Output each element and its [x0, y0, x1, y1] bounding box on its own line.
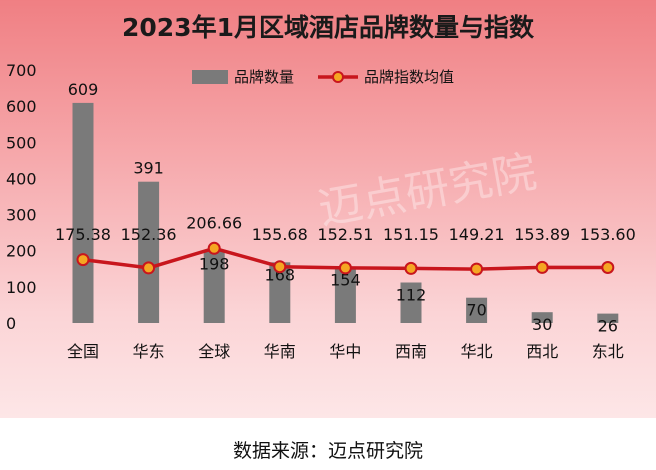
- x-category-label: 华北: [461, 342, 493, 361]
- line-value-label: 175.38: [55, 225, 111, 244]
- x-category-label: 华中: [329, 342, 361, 361]
- line-value-label: 153.60: [580, 225, 636, 244]
- bar-华东: [138, 181, 160, 323]
- x-category-label: 全国: [67, 342, 99, 361]
- legend-swatch-marker: [332, 71, 344, 83]
- line-point-marker: [207, 241, 221, 255]
- y-tick-label: 400: [6, 169, 37, 188]
- bar-华中: [334, 267, 356, 323]
- y-tick-label: 200: [6, 242, 37, 261]
- bar-value-label: 391: [133, 159, 164, 178]
- legend-label-bar: 品牌数量: [234, 68, 294, 86]
- x-category-label: 西南: [395, 342, 427, 361]
- bar-value-label: 112: [396, 286, 427, 305]
- bar-华南: [269, 262, 291, 323]
- line-value-label: 206.66: [186, 213, 242, 232]
- y-tick-label: 500: [6, 133, 37, 152]
- line-point-marker: [76, 253, 90, 267]
- chart-svg: 迈点研究院 0 100 200 300 400 500 600 700 609 全国 391 华东 198…: [6, 61, 636, 361]
- bar-value-label: 609: [68, 80, 99, 99]
- x-category-label: 东北: [592, 342, 624, 361]
- bar-value-label: 154: [330, 270, 361, 289]
- legend-label-line: 品牌指数均值: [364, 68, 454, 86]
- line-point-marker: [142, 261, 156, 275]
- x-category-label: 华东: [133, 342, 165, 361]
- line-point-marker: [338, 261, 352, 275]
- bar-华北: [466, 297, 488, 323]
- y-tick-label: 600: [6, 97, 37, 116]
- line-point-marker: [470, 262, 484, 276]
- source-caption: 数据来源：迈点研究院: [232, 440, 423, 462]
- chart-title: 2023年1月区域酒店品牌数量与指数: [122, 13, 534, 42]
- line-value-label: 155.68: [252, 225, 308, 244]
- x-category-label: 华南: [264, 342, 296, 361]
- legend-swatch-bar: [192, 70, 228, 84]
- bar-value-label: 26: [598, 317, 618, 336]
- line-value-label: 149.21: [449, 225, 505, 244]
- bar-西北: [531, 312, 553, 323]
- x-category-label: 西北: [526, 342, 558, 361]
- line-point-marker: [601, 261, 615, 274]
- line-value-label: 153.89: [514, 225, 570, 244]
- x-category-label: 全球: [198, 342, 230, 361]
- bar-value-label: 30: [532, 315, 552, 334]
- bar-全国: [72, 102, 94, 324]
- bar-value-label: 198: [199, 254, 230, 273]
- line-value-label: 151.15: [383, 225, 439, 244]
- y-tick-label: 100: [6, 278, 37, 297]
- bar-西南: [400, 282, 422, 323]
- y-tick-label: 700: [6, 61, 37, 80]
- line-value-label: 152.51: [317, 225, 373, 244]
- bar-value-label: 70: [466, 301, 486, 320]
- chart-panel: 迈点研究院 0 100 200 300 400 500 600 700 609 全国 391 华东 198…: [0, 0, 656, 418]
- line-point-marker: [273, 260, 287, 274]
- bar-东北: [597, 313, 619, 323]
- line-point-marker: [535, 260, 549, 274]
- line-point-marker: [404, 261, 418, 275]
- line-value-label: 152.36: [121, 225, 177, 244]
- y-tick-label: 0: [6, 314, 16, 333]
- bar-全球: [203, 251, 225, 323]
- y-tick-label: 300: [6, 206, 37, 225]
- watermark-text: 迈点研究院: [315, 147, 541, 235]
- bar-value-label: 168: [265, 265, 296, 284]
